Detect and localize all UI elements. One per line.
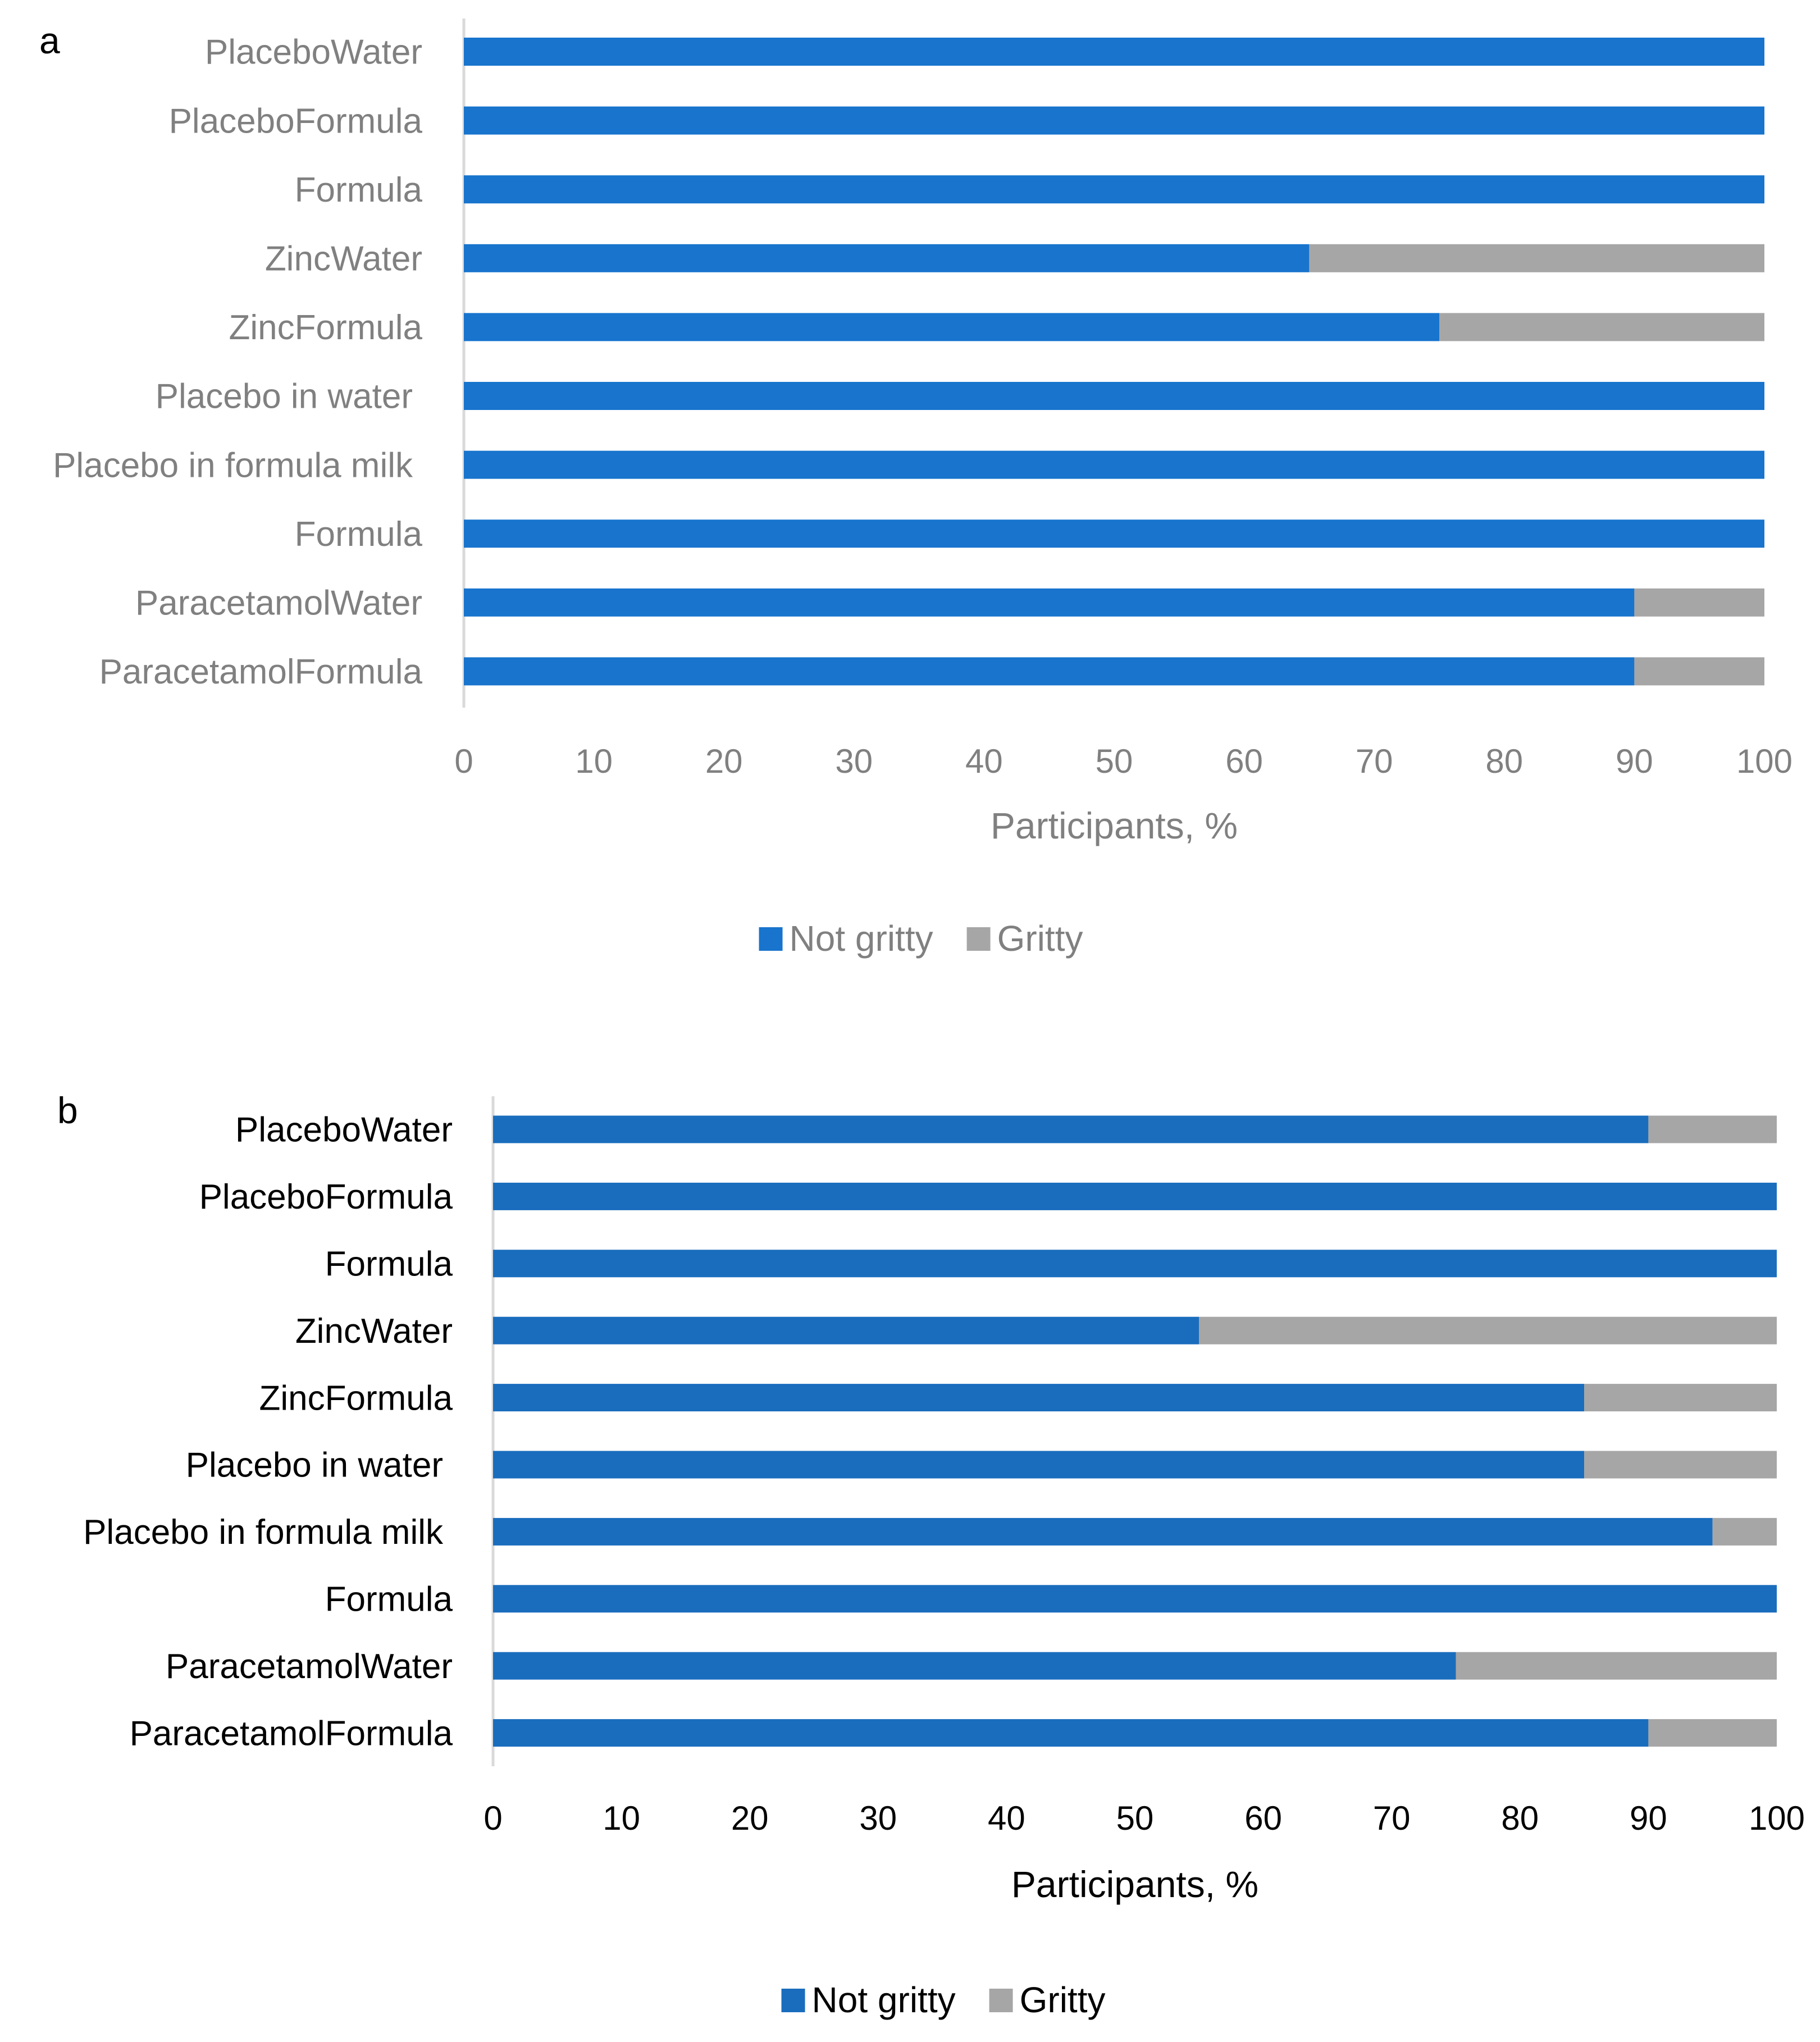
legend-label-gritty: Gritty <box>1020 1980 1106 2020</box>
x-tick-label: 50 <box>1096 742 1133 780</box>
x-tick-label: 90 <box>1616 742 1653 780</box>
category-label: PlaceboWater <box>235 1111 453 1150</box>
bar-not-gritty <box>493 1517 1713 1546</box>
category-label: Formula <box>295 171 423 209</box>
category-label: Placebo in formula milk <box>53 446 413 485</box>
bar-not-gritty <box>493 1585 1777 1613</box>
category-label: Formula <box>325 1580 453 1619</box>
bar-not-gritty <box>464 313 1439 341</box>
bar-gritty <box>1309 244 1764 272</box>
bar-not-gritty <box>493 1316 1199 1344</box>
bar-gritty <box>1712 1517 1777 1546</box>
category-label: ZincFormula <box>259 1379 453 1417</box>
bar-gritty <box>1584 1451 1777 1479</box>
bar-not-gritty <box>464 657 1635 686</box>
x-tick-label: 0 <box>483 1799 502 1837</box>
bar-not-gritty <box>493 1719 1649 1747</box>
x-tick-label: 40 <box>988 1799 1025 1837</box>
bar-gritty <box>1439 313 1764 341</box>
x-tick-label: 50 <box>1116 1799 1154 1837</box>
bar-not-gritty <box>464 106 1764 135</box>
category-label: Formula <box>325 1245 453 1284</box>
panel-label: b <box>57 1090 78 1131</box>
legend-label-not-gritty: Not gritty <box>812 1980 956 2020</box>
x-tick-label: 60 <box>1244 1799 1282 1837</box>
bar-not-gritty <box>464 38 1764 66</box>
bar-not-gritty <box>464 244 1310 272</box>
panel-label: a <box>39 20 60 61</box>
category-label: Placebo in formula milk <box>83 1513 444 1552</box>
category-label: ParacetamolWater <box>166 1647 453 1686</box>
category-label: PlaceboFormula <box>169 102 423 140</box>
legend-swatch-not-gritty <box>759 927 783 951</box>
category-label: ZincWater <box>265 240 422 279</box>
bar-gritty <box>1634 588 1764 617</box>
bar-not-gritty <box>464 382 1764 410</box>
category-label: Placebo in water <box>186 1446 443 1485</box>
x-tick-label: 10 <box>575 742 613 780</box>
x-tick-label: 80 <box>1501 1799 1539 1837</box>
legend-label-gritty: Gritty <box>997 918 1083 959</box>
x-tick-label: 90 <box>1630 1799 1667 1837</box>
category-label: ParacetamolWater <box>135 584 422 623</box>
category-label: ParacetamolFormula <box>130 1714 453 1753</box>
category-label: ZincWater <box>295 1312 453 1351</box>
bar-not-gritty <box>493 1384 1585 1412</box>
bar-gritty <box>1584 1384 1777 1412</box>
x-tick-label: 70 <box>1356 742 1393 780</box>
category-label: Formula <box>295 515 423 554</box>
legend: Not gritty Gritty <box>781 1980 1106 2020</box>
bar-not-gritty <box>493 1652 1456 1680</box>
bar-gritty <box>1199 1316 1777 1344</box>
bar-not-gritty <box>493 1250 1777 1278</box>
x-tick-label: 30 <box>835 742 873 780</box>
chart-panel-a: a PlaceboWater PlaceboFormula Formula ZincWa… <box>39 19 1792 959</box>
legend-swatch-gritty <box>966 927 991 951</box>
category-label: PlaceboFormula <box>199 1178 453 1216</box>
bar-not-gritty <box>464 588 1635 617</box>
bar-not-gritty <box>493 1182 1777 1210</box>
bar-not-gritty <box>493 1115 1649 1143</box>
x-tick-label: 20 <box>705 742 743 780</box>
legend-swatch-gritty <box>989 1989 1013 2012</box>
category-label: ParacetamolFormula <box>99 653 423 691</box>
x-tick-label: 30 <box>859 1799 897 1837</box>
x-tick-label: 20 <box>731 1799 769 1837</box>
bar-not-gritty <box>464 175 1764 204</box>
x-tick-label: 10 <box>603 1799 640 1837</box>
bar-gritty <box>1456 1652 1777 1680</box>
chart-panel-b: b PlaceboWater PlaceboFormula Formula ZincWa… <box>57 1090 1805 2020</box>
bar-not-gritty <box>464 519 1764 548</box>
legend: Not gritty Gritty <box>759 918 1083 959</box>
x-tick-label: 70 <box>1373 1799 1411 1837</box>
bar-gritty <box>1648 1719 1777 1747</box>
bar-not-gritty <box>493 1451 1585 1479</box>
category-label: ZincFormula <box>229 308 422 347</box>
category-label: PlaceboWater <box>205 33 422 72</box>
bar-gritty <box>1634 657 1764 686</box>
x-tick-label: 40 <box>965 742 1003 780</box>
x-axis-title: Participants, % <box>991 805 1238 846</box>
x-tick-label: 80 <box>1485 742 1523 780</box>
x-axis-title: Participants, % <box>1011 1863 1258 1905</box>
x-tick-label: 100 <box>1736 742 1792 780</box>
bar-gritty <box>1648 1115 1777 1143</box>
x-tick-label: 100 <box>1749 1799 1805 1837</box>
category-label: Placebo in water <box>156 377 413 416</box>
bar-not-gritty <box>464 450 1764 479</box>
x-tick-label: 0 <box>454 742 473 780</box>
x-tick-label: 60 <box>1225 742 1263 780</box>
legend-swatch-not-gritty <box>781 1989 805 2012</box>
legend-label-not-gritty: Not gritty <box>790 918 933 959</box>
